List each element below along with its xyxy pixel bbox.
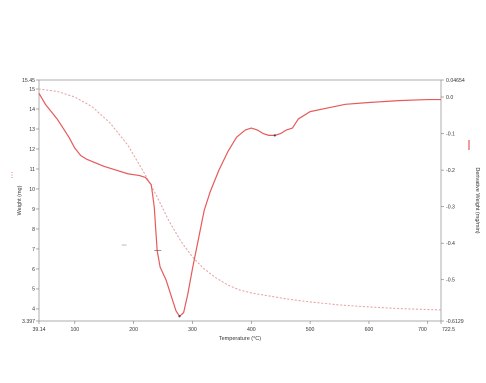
y2-tick-label: 0.04654	[446, 78, 465, 84]
y2-tick-label: -0.4	[446, 241, 455, 247]
plot-frame	[38, 79, 442, 322]
derivative-weight-line	[38, 93, 441, 317]
x-tick-label: 700	[418, 327, 427, 333]
y-tick-label: 3.397	[22, 319, 35, 325]
y2-tick-label: -0.3	[446, 204, 455, 210]
y2-axis-label: Derivative Weight (mg/min)	[474, 167, 480, 233]
y-tick-label: 11	[30, 167, 35, 173]
x-tick-label: 100	[70, 327, 79, 333]
derivative-marker	[178, 315, 181, 318]
y-tick-label: 7	[32, 247, 35, 253]
y-tick-label: 12	[29, 147, 35, 153]
y-tick-label: 5	[32, 287, 35, 293]
y-axis-label: Weight (mg)	[17, 185, 23, 215]
y2-tick-label: -0.1	[446, 131, 455, 137]
y-tick-label: 6	[32, 267, 35, 273]
x-tick-label: 39.14	[33, 327, 46, 333]
derivative-marker	[273, 134, 276, 137]
y-tick-label: 8	[32, 227, 35, 233]
y2-tick-label: 0.0	[446, 95, 453, 101]
weight-line	[38, 88, 442, 311]
y-tick-label: 9	[32, 207, 35, 213]
x-tick-label: 500	[306, 327, 315, 333]
x-tick-label: 400	[247, 327, 256, 333]
y-tick-label: 4	[32, 307, 35, 313]
y2-tick-label: -0.6129	[446, 319, 464, 325]
y2-tick-label: -0.5	[446, 278, 455, 284]
y-tick-label: 15	[29, 87, 35, 93]
x-tick-label: 300	[188, 327, 197, 333]
y-tick-label: 15.45	[22, 78, 35, 84]
x-tick-label: 722.5	[442, 327, 455, 333]
x-tick-label: 200	[129, 327, 138, 333]
y-tick-label: 10	[29, 187, 35, 193]
y-tick-label: 13	[29, 127, 35, 133]
y-tick-label: 14	[29, 107, 35, 113]
x-axis-label: Temperature (°C)	[219, 336, 261, 342]
x-tick-label: 600	[365, 327, 374, 333]
plot-area: 39.14 100 200 300 400 500 600 700 722.5 15.45 15 14…	[11, 78, 480, 342]
y2-tick-label: -0.2	[446, 168, 455, 174]
